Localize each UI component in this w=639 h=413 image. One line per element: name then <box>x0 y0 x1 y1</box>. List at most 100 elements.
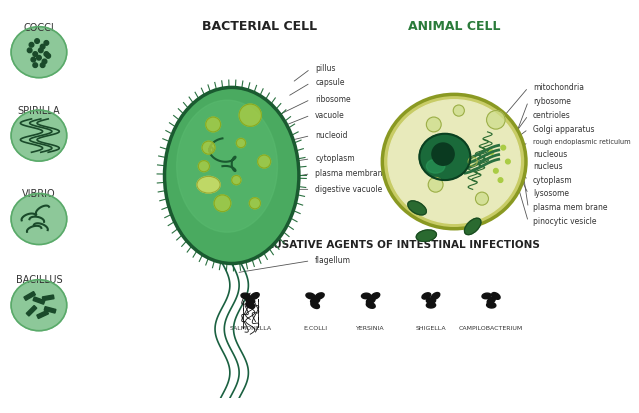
Ellipse shape <box>197 176 220 193</box>
Circle shape <box>498 178 503 183</box>
Polygon shape <box>26 306 37 316</box>
Text: nucleous: nucleous <box>533 150 567 159</box>
Ellipse shape <box>11 194 66 244</box>
Circle shape <box>486 111 505 129</box>
Text: YERSINIA: YERSINIA <box>357 325 385 330</box>
Circle shape <box>27 48 32 52</box>
Polygon shape <box>33 297 45 304</box>
Text: rybosome: rybosome <box>533 97 571 106</box>
Ellipse shape <box>487 301 495 309</box>
Circle shape <box>432 143 454 165</box>
Text: plasma mem brane: plasma mem brane <box>533 203 608 212</box>
Ellipse shape <box>491 293 500 299</box>
Circle shape <box>236 138 245 147</box>
Text: BACILLUS: BACILLUS <box>15 275 62 285</box>
Circle shape <box>493 169 498 173</box>
Circle shape <box>35 39 40 43</box>
Circle shape <box>198 161 210 172</box>
Ellipse shape <box>11 110 66 161</box>
Ellipse shape <box>371 293 380 299</box>
Text: ribosome: ribosome <box>315 95 351 104</box>
Text: COCCI: COCCI <box>24 23 54 33</box>
Ellipse shape <box>250 293 259 299</box>
Ellipse shape <box>11 280 66 331</box>
Circle shape <box>42 59 47 64</box>
Text: CAUSATIVE AGENTS OF INTESTINAL INFECTIONS: CAUSATIVE AGENTS OF INTESTINAL INFECTION… <box>258 240 539 250</box>
Circle shape <box>468 157 477 166</box>
Text: centrioles: centrioles <box>533 111 571 120</box>
Text: rough endoplasmic reticulum: rough endoplasmic reticulum <box>533 139 631 145</box>
Ellipse shape <box>311 298 320 304</box>
Ellipse shape <box>164 88 299 263</box>
Text: pinocytic vesicle: pinocytic vesicle <box>533 217 596 226</box>
Polygon shape <box>44 306 56 313</box>
Circle shape <box>40 44 45 49</box>
Text: SALMONELLA: SALMONELLA <box>229 325 272 330</box>
Circle shape <box>206 117 220 132</box>
Circle shape <box>453 105 465 116</box>
Text: nucleus: nucleus <box>533 161 562 171</box>
Ellipse shape <box>192 123 272 228</box>
Ellipse shape <box>366 302 375 309</box>
Circle shape <box>202 141 215 154</box>
Polygon shape <box>42 295 54 301</box>
Ellipse shape <box>419 134 470 180</box>
Circle shape <box>36 55 42 60</box>
Circle shape <box>46 54 50 58</box>
Ellipse shape <box>246 298 255 304</box>
Circle shape <box>239 104 261 126</box>
Text: nucleoid: nucleoid <box>315 131 348 140</box>
Text: VIBRIO: VIBRIO <box>22 189 56 199</box>
Circle shape <box>505 159 510 164</box>
Text: mitochondria: mitochondria <box>533 83 584 92</box>
Ellipse shape <box>465 218 481 235</box>
Text: flagellum: flagellum <box>315 256 351 265</box>
Text: SPIRILLA: SPIRILLA <box>18 106 60 116</box>
Text: CAMPILOBACTERIUM: CAMPILOBACTERIUM <box>459 325 523 330</box>
Circle shape <box>44 40 49 45</box>
Text: ANIMAL CELL: ANIMAL CELL <box>408 20 500 33</box>
Text: vacuole: vacuole <box>315 111 345 120</box>
Ellipse shape <box>174 101 289 250</box>
Ellipse shape <box>311 301 320 309</box>
Ellipse shape <box>241 293 250 299</box>
Circle shape <box>40 63 45 67</box>
Circle shape <box>38 48 43 52</box>
Text: cytoplasm: cytoplasm <box>315 154 355 163</box>
Text: E.COLLI: E.COLLI <box>303 325 327 330</box>
Ellipse shape <box>382 94 526 229</box>
Ellipse shape <box>427 297 435 304</box>
Text: digestive vacuole: digestive vacuole <box>315 185 382 194</box>
Ellipse shape <box>426 159 445 173</box>
Circle shape <box>501 145 505 150</box>
Polygon shape <box>37 311 49 318</box>
Ellipse shape <box>388 100 520 223</box>
Circle shape <box>426 117 441 132</box>
Ellipse shape <box>362 293 371 299</box>
Circle shape <box>489 150 493 154</box>
Circle shape <box>44 52 49 56</box>
Ellipse shape <box>11 27 66 78</box>
Text: pillus: pillus <box>315 64 335 74</box>
Ellipse shape <box>246 301 254 309</box>
Ellipse shape <box>366 298 375 304</box>
Text: cytoplasm: cytoplasm <box>533 176 573 185</box>
Circle shape <box>29 43 34 47</box>
Circle shape <box>249 198 261 209</box>
Text: capsule: capsule <box>315 78 344 87</box>
Ellipse shape <box>316 292 324 299</box>
Text: lysosome: lysosome <box>533 190 569 199</box>
Circle shape <box>214 195 231 211</box>
Text: BACTERIAL CELL: BACTERIAL CELL <box>202 20 317 33</box>
Polygon shape <box>24 292 35 300</box>
Circle shape <box>232 176 241 185</box>
Ellipse shape <box>306 293 315 299</box>
Ellipse shape <box>487 297 496 304</box>
Text: plasma membrane: plasma membrane <box>315 169 387 178</box>
Circle shape <box>33 52 38 56</box>
Ellipse shape <box>416 230 436 242</box>
Ellipse shape <box>431 292 440 299</box>
Text: Golgi apparatus: Golgi apparatus <box>533 125 594 134</box>
Ellipse shape <box>426 302 436 308</box>
Ellipse shape <box>408 201 426 215</box>
